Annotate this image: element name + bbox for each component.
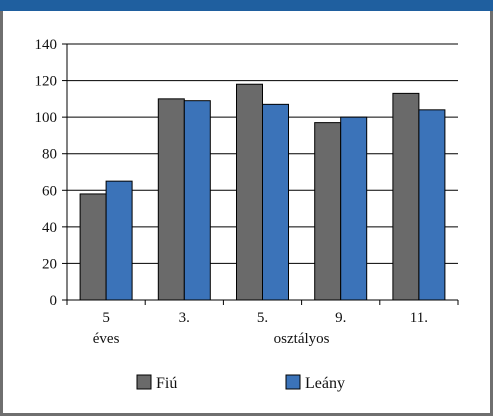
x-group-label: éves bbox=[93, 331, 120, 347]
bar-Fiú-3 bbox=[236, 83, 263, 301]
top-accent-bar bbox=[0, 0, 493, 11]
y-tick-label: 0 bbox=[50, 293, 58, 309]
bar-Leány-4 bbox=[340, 116, 368, 301]
legend-label: Leány bbox=[305, 375, 345, 392]
x-tick-label: 9. bbox=[335, 310, 346, 326]
legend-swatch bbox=[285, 374, 301, 390]
bar-Fiú-5 bbox=[392, 92, 420, 301]
y-tick-label: 20 bbox=[42, 256, 57, 272]
x-tick-labels: 5 3. 5. 9. 11. éves osztályos bbox=[93, 310, 428, 347]
bar-Leány-3 bbox=[262, 103, 289, 301]
bar-Fiú-1 bbox=[79, 193, 107, 301]
bar-Fiú-4 bbox=[314, 122, 342, 301]
y-tick-label: 140 bbox=[35, 37, 58, 53]
x-tick-label: 5. bbox=[257, 310, 268, 326]
y-tick-label: 60 bbox=[42, 183, 57, 199]
legend-label: Fiú bbox=[156, 375, 177, 392]
y-tick-label: 80 bbox=[42, 147, 57, 163]
axes bbox=[62, 43, 459, 305]
y-tick-label: 40 bbox=[42, 220, 57, 236]
bar-Leány-2 bbox=[183, 100, 211, 301]
y-tick-label: 100 bbox=[35, 110, 58, 126]
x-tick-label: 5 bbox=[102, 310, 110, 326]
legend-swatch bbox=[136, 374, 152, 390]
bar-Fiú-2 bbox=[157, 98, 185, 301]
legend: Fiú Leány bbox=[136, 374, 345, 392]
bar-Leány-5 bbox=[418, 109, 446, 301]
x-tick-label: 3. bbox=[179, 310, 190, 326]
x-tick-label: 11. bbox=[410, 310, 428, 326]
y-tick-labels: 0 20 40 60 80 100 120 140 bbox=[35, 37, 58, 309]
y-tick-label: 120 bbox=[35, 74, 58, 90]
bar-Leány-1 bbox=[105, 180, 133, 301]
x-group-label: osztályos bbox=[274, 331, 330, 347]
bars bbox=[79, 83, 446, 301]
